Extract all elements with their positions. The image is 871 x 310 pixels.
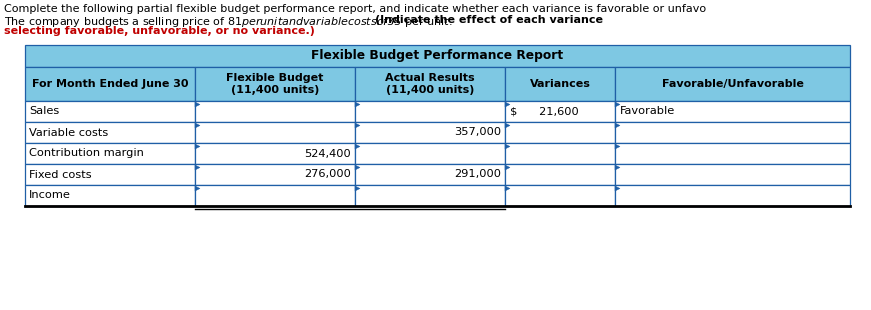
Text: 524,400: 524,400 bbox=[304, 148, 351, 158]
Bar bbox=[615, 185, 850, 206]
Polygon shape bbox=[615, 123, 620, 128]
Bar bbox=[355, 101, 505, 122]
Polygon shape bbox=[195, 123, 200, 128]
Text: Flexible Budget
(11,400 units): Flexible Budget (11,400 units) bbox=[226, 73, 324, 95]
Bar bbox=[505, 67, 615, 101]
Polygon shape bbox=[355, 102, 360, 107]
Bar bbox=[615, 143, 850, 164]
Polygon shape bbox=[195, 165, 200, 170]
Bar bbox=[505, 185, 615, 206]
Polygon shape bbox=[355, 144, 360, 149]
Text: Fixed costs: Fixed costs bbox=[29, 170, 91, 179]
Polygon shape bbox=[195, 102, 200, 107]
Bar bbox=[505, 122, 615, 143]
Bar bbox=[25, 122, 195, 143]
Text: Variable costs: Variable costs bbox=[29, 127, 108, 138]
Polygon shape bbox=[355, 165, 360, 170]
Bar bbox=[25, 143, 195, 164]
Bar bbox=[195, 101, 355, 122]
Bar bbox=[505, 143, 615, 164]
Polygon shape bbox=[505, 102, 510, 107]
Text: The company budgets a selling price of $81 per unit and variable costs of $35 pe: The company budgets a selling price of $… bbox=[4, 15, 659, 29]
Bar bbox=[195, 67, 355, 101]
Bar bbox=[355, 122, 505, 143]
Bar bbox=[195, 185, 355, 206]
Bar bbox=[25, 164, 195, 185]
Bar bbox=[615, 164, 850, 185]
Bar bbox=[355, 164, 505, 185]
Bar bbox=[25, 101, 195, 122]
Text: The company budgets a selling price of $81 per unit and variable costs of $35 pe: The company budgets a selling price of $… bbox=[4, 15, 454, 29]
Text: Complete the following partial flexible budget performance report, and indicate : Complete the following partial flexible … bbox=[4, 4, 706, 14]
Text: Contribution margin: Contribution margin bbox=[29, 148, 144, 158]
Text: $      21,600: $ 21,600 bbox=[510, 107, 578, 117]
Polygon shape bbox=[615, 102, 620, 107]
Bar bbox=[195, 143, 355, 164]
Text: 357,000: 357,000 bbox=[454, 127, 501, 138]
Polygon shape bbox=[195, 186, 200, 191]
Bar bbox=[25, 185, 195, 206]
Text: Flexible Budget Performance Report: Flexible Budget Performance Report bbox=[312, 50, 564, 63]
Text: Actual Results
(11,400 units): Actual Results (11,400 units) bbox=[385, 73, 475, 95]
Text: Variances: Variances bbox=[530, 79, 591, 89]
Text: Favorable/Unfavorable: Favorable/Unfavorable bbox=[662, 79, 803, 89]
Text: For Month Ended June 30: For Month Ended June 30 bbox=[31, 79, 188, 89]
Bar bbox=[25, 67, 195, 101]
Text: Sales: Sales bbox=[29, 107, 59, 117]
Polygon shape bbox=[355, 123, 360, 128]
Text: (Indicate the effect of each variance: (Indicate the effect of each variance bbox=[375, 15, 604, 25]
Bar bbox=[355, 143, 505, 164]
Polygon shape bbox=[505, 123, 510, 128]
Bar bbox=[195, 122, 355, 143]
Polygon shape bbox=[505, 144, 510, 149]
Bar bbox=[505, 101, 615, 122]
Bar bbox=[615, 101, 850, 122]
Polygon shape bbox=[355, 186, 360, 191]
Text: selecting favorable, unfavorable, or no variance.): selecting favorable, unfavorable, or no … bbox=[4, 26, 315, 36]
Bar bbox=[195, 164, 355, 185]
Bar bbox=[355, 185, 505, 206]
Text: Income: Income bbox=[29, 191, 71, 201]
Text: 276,000: 276,000 bbox=[304, 170, 351, 179]
Polygon shape bbox=[195, 144, 200, 149]
Text: 291,000: 291,000 bbox=[454, 170, 501, 179]
Text: Favorable: Favorable bbox=[620, 107, 675, 117]
Polygon shape bbox=[505, 186, 510, 191]
Bar bbox=[505, 164, 615, 185]
Bar bbox=[615, 67, 850, 101]
Polygon shape bbox=[615, 165, 620, 170]
Bar bbox=[355, 67, 505, 101]
Polygon shape bbox=[615, 144, 620, 149]
Polygon shape bbox=[615, 186, 620, 191]
Polygon shape bbox=[505, 165, 510, 170]
Bar bbox=[615, 122, 850, 143]
Bar bbox=[25, 45, 850, 67]
